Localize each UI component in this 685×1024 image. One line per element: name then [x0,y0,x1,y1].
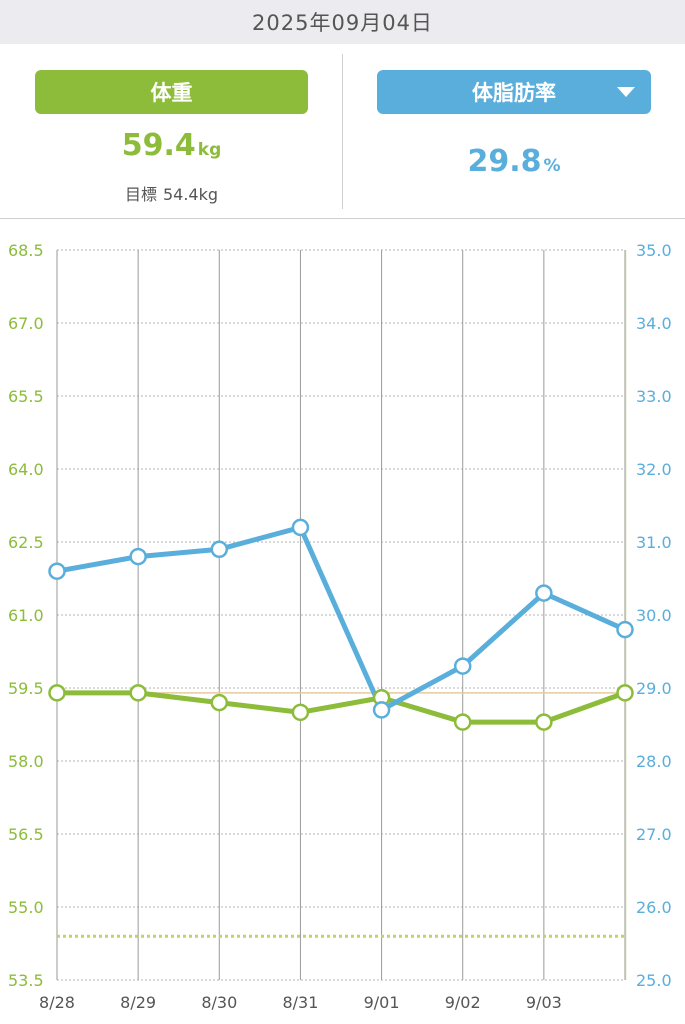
summary-divider [342,54,343,209]
weight-unit: kg [197,140,222,160]
y-right-tick-label: 31.0 [636,533,672,552]
y-right-tick-label: 26.0 [636,898,672,917]
body-fat-data-point[interactable] [291,518,310,537]
body-fat-data-point[interactable] [616,620,634,639]
weight-series-line [54,690,628,725]
date-header: 2025年09月04日 [0,0,685,44]
y-left-tick-label: 65.5 [8,387,44,406]
body-fat-data-point[interactable] [210,540,229,559]
x-tick-label: 9/01 [364,993,400,1012]
summary-panel: 体重 59.4 kg 目標 54.4kg 体脂肪率 29.8% [0,44,685,219]
body-fat-data-point[interactable] [48,562,66,580]
body-fat-data-point[interactable] [453,657,472,675]
x-tick-label: 8/29 [120,993,156,1012]
weight-data-point[interactable] [48,684,66,702]
body-fat-data-point[interactable] [129,547,147,566]
weight-number: 59.4 [121,128,196,163]
body-fat-dropdown-button[interactable]: 体脂肪率 [377,70,651,114]
chart-svg: 68.5 67.0 65.5 64.0 62.5 61.0 59.5 58.0 56.5 55.0… [8,241,672,1012]
y-left-tick-label: 67.0 [8,314,44,333]
y-left-tick-label: 55.0 [8,898,44,917]
y-right-tick-label: 33.0 [636,387,672,406]
y-left-tick-label: 68.5 [8,241,44,260]
weight-data-point[interactable] [129,684,147,702]
weight-data-point[interactable] [616,684,634,702]
weight-value: 59.4 kg [35,128,308,163]
body-fat-data-point[interactable] [372,701,391,719]
x-tick-label: 8/28 [39,993,75,1012]
weight-data-point[interactable] [291,703,310,722]
goal-value: 54.4kg [162,185,219,204]
weight-goal: 目標 54.4kg [35,181,308,205]
y-left-tick-label: 61.0 [8,606,44,625]
body-fat-data-point[interactable] [535,584,553,602]
body-fat-unit: % [543,156,561,176]
body-fat-number: 29.8 [467,144,542,179]
y-left-tick-label: 53.5 [8,971,44,990]
body-fat-value: 29.8% [377,144,651,179]
x-tick-label: 8/30 [201,993,237,1012]
x-tick-label: 9/02 [445,993,481,1012]
weight-tab-label: 体重 [150,81,193,105]
body-fat-tab-label: 体脂肪率 [472,81,556,105]
y-right-tick-label: 30.0 [636,606,672,625]
weight-data-point[interactable] [453,713,472,731]
y-left-tick-label: 59.5 [8,679,44,698]
goal-label: 目標 [124,185,157,204]
y-right-tick-label: 25.0 [636,971,672,990]
chevron-down-icon [617,87,635,97]
y-right-tick-label: 32.0 [636,460,672,479]
weight-fat-chart[interactable]: 68.5 67.0 65.5 64.0 62.5 61.0 59.5 58.0 56.5 55.0… [0,219,685,1024]
x-tick-label: 8/31 [282,993,318,1012]
y-left-tick-label: 64.0 [8,460,44,479]
weight-data-point[interactable] [535,713,553,731]
y-right-tick-label: 27.0 [636,825,672,844]
y-right-tick-label: 34.0 [636,314,672,333]
y-left-tick-label: 58.0 [8,752,44,771]
date-label: 2025年09月04日 [252,11,433,35]
y-left-tick-label: 62.5 [8,533,44,552]
y-right-tick-label: 35.0 [636,241,672,260]
y-right-tick-label: 29.0 [636,679,672,698]
y-left-tick-label: 56.5 [8,825,44,844]
weight-data-point[interactable] [210,693,229,712]
body-fat-series-line [54,524,628,713]
weight-tab-button[interactable]: 体重 [35,70,308,114]
x-tick-label: 9/03 [526,993,562,1012]
y-right-tick-label: 28.0 [636,752,672,771]
